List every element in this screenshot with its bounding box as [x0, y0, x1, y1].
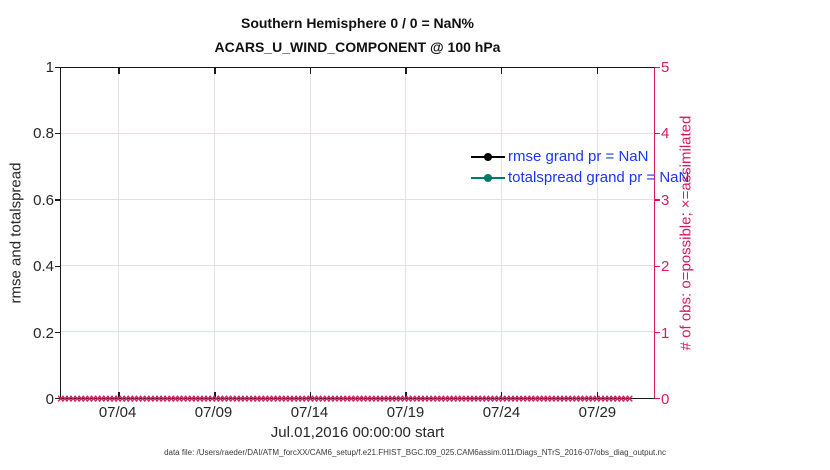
- y-left-tick-label: 0.8: [33, 125, 54, 143]
- x-tick-mark: [405, 392, 407, 398]
- gridline-vertical: [500, 68, 502, 398]
- y-right-tick-label: 2: [661, 258, 670, 276]
- x-tick-mark: [118, 68, 120, 74]
- y-left-tick-mark: [55, 132, 60, 135]
- x-tick-mark: [214, 392, 216, 398]
- y-right-tick-mark: [655, 66, 660, 68]
- gridline-horizontal: [61, 133, 654, 134]
- y-right-tick-label: 1: [661, 324, 670, 342]
- y-right-tick-mark: [655, 132, 660, 135]
- x-tick-label: 07/14: [290, 404, 329, 421]
- gridline-vertical: [309, 68, 311, 398]
- y-right-tick-mark: [655, 397, 660, 399]
- y-left-tick-label: 0.4: [33, 258, 54, 276]
- x-axis-label: Jul.01,2016 00:00:00 start: [270, 424, 445, 441]
- y-right-tick-mark: [655, 265, 660, 267]
- x-tick-mark: [214, 68, 216, 74]
- legend-label-rmse: rmse grand pr = NaN: [508, 148, 649, 165]
- x-tick-label: 07/09: [194, 404, 233, 421]
- x-tick-mark: [500, 68, 503, 74]
- x-tick-mark: [405, 68, 407, 74]
- data-file-path: data file: /Users/raeder/DAI/ATM_forcXX/…: [164, 448, 666, 457]
- x-tick-label: 07/24: [482, 404, 521, 421]
- y-left-tick-label: 0.6: [33, 191, 54, 209]
- gridline-vertical: [118, 68, 120, 398]
- x-tick-mark: [500, 392, 503, 398]
- y-left-tick-label: 0: [45, 391, 54, 408]
- x-tick-label: 07/19: [386, 404, 425, 421]
- chart-title: Southern Hemisphere 0 / 0 = NaN%: [240, 15, 475, 31]
- y-right-tick-label: 3: [661, 191, 670, 209]
- gridline-horizontal: [61, 265, 654, 266]
- plot-area: rmse grand pr = NaN totalspread grand pr…: [57, 67, 689, 406]
- legend-entry-rmse: rmse grand pr = NaN: [471, 146, 689, 167]
- gridline-vertical: [214, 68, 216, 398]
- gridline-horizontal: [61, 331, 654, 332]
- y-left-tick-label: 0.2: [33, 324, 54, 342]
- obs-count-markers: ××××××××××××××××××××××××××××××××××××××××…: [57, 391, 633, 406]
- chart-subtitle: ACARS_U_WIND_COMPONENT @ 100 hPa: [214, 39, 501, 55]
- y-right-tick-mark: [655, 331, 660, 334]
- y-axis-label-right: # of obs: o=possible; ×=assimilated: [677, 115, 695, 351]
- y-axis-label-left: rmse and totalspread: [7, 162, 25, 304]
- y-right-tick-label: 0: [661, 391, 670, 408]
- x-tick-mark: [596, 392, 599, 398]
- totalspread-line-marker-icon: [471, 173, 505, 182]
- y-right-tick-mark: [655, 199, 660, 201]
- gridline-vertical: [405, 68, 407, 398]
- y-left-tick-mark: [55, 331, 60, 334]
- gridline-horizontal: [61, 199, 654, 200]
- rmse-line-marker-icon: [471, 152, 505, 161]
- gridline-vertical: [596, 68, 598, 398]
- y-left-tick-mark: [55, 265, 60, 267]
- x-tick-mark: [596, 68, 599, 74]
- x-tick-label: 07/04: [98, 404, 137, 421]
- legend-entry-totalspread: totalspread grand pr = NaN: [471, 167, 689, 188]
- legend: rmse grand pr = NaN totalspread grand pr…: [471, 146, 689, 188]
- y-right-tick-label: 5: [661, 59, 670, 76]
- y-left-tick-mark: [55, 397, 60, 399]
- x-tick-label: 07/29: [578, 404, 617, 421]
- x-tick-mark: [309, 68, 312, 74]
- x-tick-mark: [118, 392, 120, 398]
- y-left-tick-mark: [55, 199, 60, 201]
- y-right-tick-label: 4: [661, 125, 670, 143]
- x-tick-mark: [309, 392, 312, 398]
- y-left-tick-label: 1: [45, 59, 54, 76]
- legend-label-totalspread: totalspread grand pr = NaN: [508, 169, 690, 186]
- y-left-tick-mark: [55, 66, 60, 68]
